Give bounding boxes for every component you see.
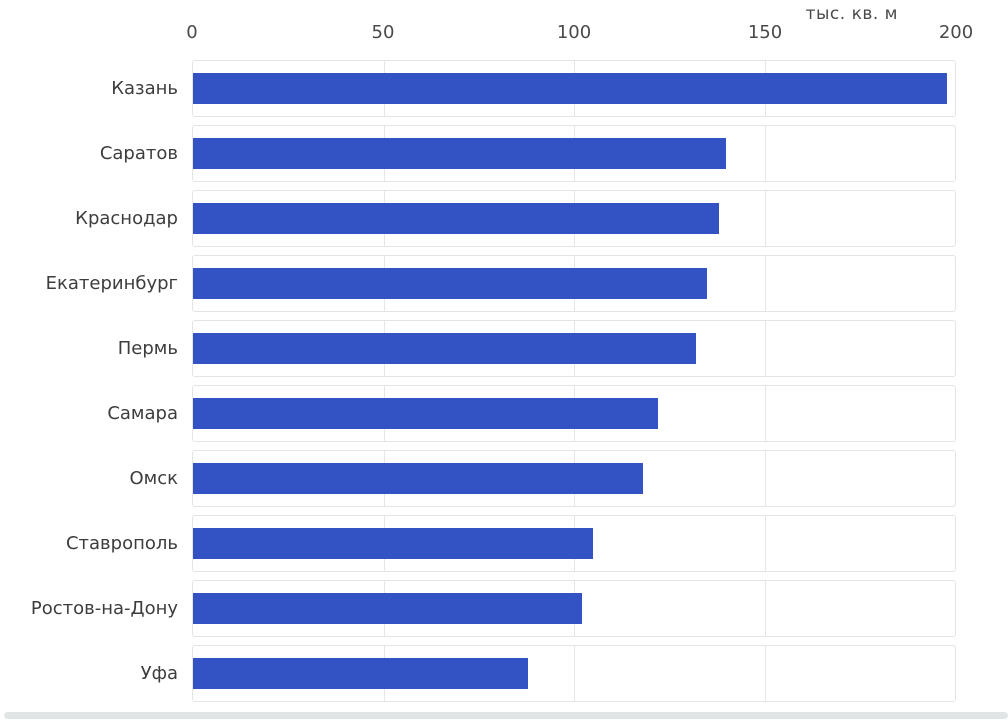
x-axis-unit-title: тыс. кв. м: [805, 4, 898, 24]
category-label: Самара: [107, 403, 178, 424]
bar[interactable]: [193, 463, 643, 494]
grid-line: [764, 191, 766, 246]
category-label: Ставрополь: [65, 533, 178, 554]
chart-row: Краснодар: [0, 190, 956, 247]
grid-line: [764, 386, 766, 441]
plot-band: [192, 450, 956, 507]
plot-band: [192, 190, 956, 247]
x-axis-tick-label: 100: [556, 22, 592, 43]
plot-band: [192, 60, 956, 117]
grid-line: [764, 646, 766, 701]
plot-band: [192, 320, 956, 377]
chart-row: Ставрополь: [0, 515, 956, 572]
horizontal-scrollbar[interactable]: [4, 712, 1008, 719]
bar[interactable]: [193, 593, 582, 624]
grid-line: [764, 256, 766, 311]
category-label: Саратов: [99, 143, 178, 164]
chart-row: Пермь: [0, 320, 956, 377]
category-label: Ростов-на-Дону: [30, 598, 178, 619]
grid-line: [574, 646, 575, 701]
chart-row: Омск: [0, 450, 956, 507]
bar[interactable]: [193, 528, 594, 559]
plot-band: [192, 385, 956, 442]
plot-band: [192, 515, 956, 572]
grid-line: [764, 321, 766, 376]
x-axis-tick-label: 0: [186, 22, 198, 43]
category-label: Уфа: [140, 663, 178, 684]
chart-row: Самара: [0, 385, 956, 442]
chart-row: Саратов: [0, 125, 956, 182]
bar[interactable]: [193, 73, 948, 104]
chart-row: Екатеринбург: [0, 255, 956, 312]
bar[interactable]: [193, 658, 529, 689]
category-label: Казань: [111, 78, 178, 99]
plot-band: [192, 255, 956, 312]
chart-row: Уфа: [0, 645, 956, 702]
chart-row: Ростов-на-Дону: [0, 580, 956, 637]
category-label: Краснодар: [75, 208, 178, 229]
grid-line: [764, 581, 766, 636]
bar[interactable]: [193, 138, 727, 169]
category-label: Омск: [129, 468, 178, 489]
x-axis-tick-label: 150: [747, 22, 783, 43]
grid-line: [764, 451, 766, 506]
plot-band: [192, 580, 956, 637]
grid-line: [764, 516, 766, 571]
bar-rows: Казань Саратов Краснодар Екатеринбург Пермь С…: [0, 60, 956, 710]
x-axis-tick-label: 200: [938, 22, 974, 43]
grid-line: [764, 126, 766, 181]
category-label: Екатеринбург: [45, 273, 178, 294]
bar[interactable]: [193, 203, 719, 234]
x-axis-tick-label: 50: [371, 22, 395, 43]
chart-row: Казань: [0, 60, 956, 117]
bar[interactable]: [193, 333, 696, 364]
x-axis: 0 50 100 150 200: [0, 22, 1008, 46]
category-label: Пермь: [117, 338, 178, 359]
bar[interactable]: [193, 268, 708, 299]
plot-band: [192, 645, 956, 702]
plot-band: [192, 125, 956, 182]
bar[interactable]: [193, 398, 658, 429]
